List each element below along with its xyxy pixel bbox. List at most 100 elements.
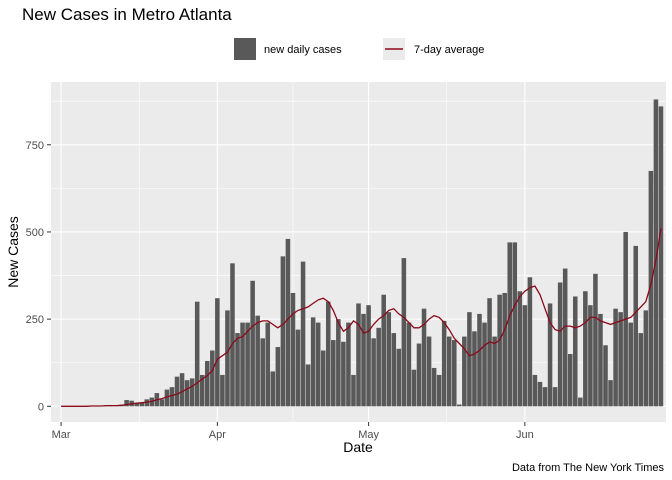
bar — [633, 245, 639, 407]
bar — [638, 333, 644, 407]
bar — [270, 371, 276, 407]
bar — [487, 298, 492, 407]
x-tick-label: Apr — [209, 429, 226, 441]
bars-series — [84, 99, 664, 407]
x-axis: Mar Apr May Jun — [52, 422, 534, 441]
bar — [583, 291, 588, 407]
bar — [199, 374, 205, 407]
bar — [174, 376, 180, 407]
bar — [507, 242, 512, 407]
bar — [542, 387, 548, 407]
bar — [502, 292, 507, 407]
bar — [643, 310, 649, 407]
legend-label-bars: new daily cases — [264, 44, 342, 56]
bar — [472, 331, 477, 407]
bar — [421, 308, 427, 407]
x-axis-title: Date — [343, 439, 373, 455]
bar — [240, 322, 245, 407]
bar — [305, 364, 311, 407]
bar — [406, 322, 412, 407]
bar — [467, 312, 472, 407]
bar — [628, 322, 633, 407]
bar — [598, 313, 603, 407]
bar — [210, 350, 215, 407]
bar — [391, 333, 397, 407]
bar — [331, 340, 336, 407]
bar — [134, 402, 139, 407]
x-tick-label: Mar — [52, 429, 71, 441]
bar — [562, 268, 568, 407]
y-tick-label: 500 — [26, 227, 44, 239]
bar — [245, 322, 250, 407]
bar — [446, 336, 452, 407]
bar — [608, 380, 613, 407]
bar — [361, 313, 366, 407]
bar — [492, 336, 497, 407]
bar — [260, 338, 265, 407]
bar — [310, 317, 316, 407]
bar — [593, 273, 598, 407]
bar — [426, 336, 432, 407]
bar — [482, 322, 487, 407]
bar — [139, 402, 145, 407]
bar — [572, 296, 578, 407]
bar — [184, 380, 190, 407]
x-tick-label: May — [358, 429, 379, 441]
bar — [356, 303, 361, 407]
bar — [179, 373, 185, 407]
chart-title: New Cases in Metro Atlanta — [22, 5, 232, 24]
bar — [230, 263, 235, 407]
bar — [517, 291, 523, 407]
bar — [411, 369, 417, 407]
bar — [457, 404, 462, 407]
legend: new daily cases 7-day average — [234, 38, 484, 60]
bar — [336, 319, 341, 407]
bar — [452, 340, 457, 407]
bar — [290, 292, 296, 407]
bar — [376, 327, 381, 407]
bar — [537, 381, 543, 407]
bar — [381, 294, 386, 407]
bar — [341, 341, 346, 407]
legend-key-bars — [234, 38, 256, 60]
bar — [547, 303, 553, 407]
bar — [280, 256, 286, 407]
bar — [285, 238, 291, 407]
bar — [315, 322, 321, 407]
bar — [386, 312, 392, 407]
bar — [215, 298, 220, 407]
bar — [512, 242, 518, 407]
bar — [169, 387, 175, 407]
bar — [462, 336, 467, 407]
bar — [235, 333, 240, 407]
bar — [164, 389, 170, 407]
bar — [522, 305, 528, 407]
bar — [371, 338, 376, 407]
y-axis: 0 250 500 750 — [26, 140, 51, 413]
bar — [225, 310, 230, 407]
average-line — [61, 228, 662, 407]
bar — [325, 301, 331, 407]
bar — [124, 400, 129, 407]
x-tick-label: Jun — [516, 429, 534, 441]
bar — [265, 322, 271, 407]
bar — [144, 399, 150, 407]
bar — [441, 320, 447, 407]
bar — [567, 354, 573, 407]
bar — [205, 360, 210, 407]
bar — [532, 374, 538, 407]
bar — [351, 374, 356, 407]
bar — [648, 170, 654, 407]
bar — [603, 345, 608, 407]
bar — [346, 322, 351, 407]
bar — [613, 308, 618, 407]
y-tick-label: 250 — [26, 314, 44, 326]
bar — [220, 374, 225, 407]
bar — [255, 315, 260, 407]
bar — [295, 329, 301, 407]
bar — [189, 378, 195, 407]
bar — [618, 312, 623, 407]
bar — [557, 282, 563, 407]
bar — [300, 261, 306, 407]
